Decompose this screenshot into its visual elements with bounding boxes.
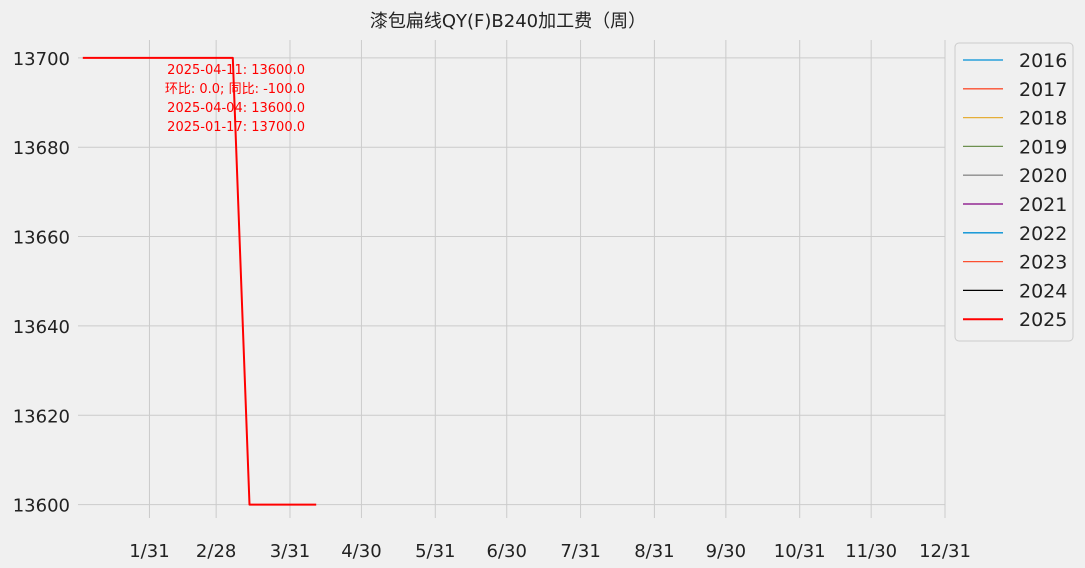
x-tick-label: 4/30	[341, 541, 381, 562]
legend-label-2025: 2025	[1019, 309, 1067, 331]
x-tick-label: 1/31	[129, 541, 169, 562]
x-tick-label: 12/31	[919, 541, 971, 562]
y-tick-label: 13680	[13, 138, 70, 159]
legend-label-2016: 2016	[1019, 50, 1067, 72]
annotation-line: 环比: 0.0; 同比: -100.0	[165, 82, 305, 97]
y-tick-label: 13660	[13, 228, 70, 249]
x-tick-label: 7/31	[560, 541, 600, 562]
x-tick-label: 8/31	[634, 541, 674, 562]
x-gridlines	[148, 40, 946, 518]
annotation-line: 2025-01-17: 13700.0	[167, 120, 305, 135]
y-tick-label: 13640	[13, 317, 70, 338]
legend-label-2018: 2018	[1019, 108, 1067, 130]
legend-label-2024: 2024	[1019, 280, 1067, 302]
series-lines	[82, 56, 317, 506]
legend: 2016 2017 2018 2019 2020 2021 2022 2023 2024 2025	[954, 42, 1074, 342]
annotation-line: 2025-04-11: 13600.0	[167, 63, 305, 78]
x-tick-label: 5/31	[415, 541, 455, 562]
chart-title: 漆包扁线QY(F)B240加工费（周）	[370, 11, 646, 32]
legend-label-2023: 2023	[1019, 252, 1067, 274]
y-tick-label: 13620	[13, 406, 70, 427]
x-tick-label: 6/30	[487, 541, 527, 562]
legend-label-2021: 2021	[1019, 194, 1067, 216]
legend-label-2020: 2020	[1019, 165, 1067, 187]
x-tick-label: 10/31	[774, 541, 826, 562]
x-axis-tick-labels: 1/31 2/28 3/31 4/30 5/31 6/30 7/31 8/31 9/30 10/3…	[129, 541, 971, 562]
x-tick-label: 2/28	[196, 541, 236, 562]
latest-value-annotations: 2025-04-11: 13600.0 环比: 0.0; 同比: -100.0 20…	[165, 63, 305, 135]
y-axis-tick-labels: 13600 13620 13640 13660 13680 13700	[13, 49, 70, 517]
y-tick-label: 13700	[13, 49, 70, 70]
x-tick-label: 3/31	[270, 541, 310, 562]
legend-label-2017: 2017	[1019, 79, 1067, 101]
x-tick-label: 9/30	[706, 541, 746, 562]
x-tick-label: 11/30	[845, 541, 897, 562]
legend-label-2019: 2019	[1019, 136, 1067, 158]
y-gridlines	[78, 57, 945, 506]
series-line-2025	[82, 56, 317, 506]
annotation-line: 2025-04-04: 13600.0	[167, 101, 305, 116]
legend-label-2022: 2022	[1019, 223, 1067, 245]
y-tick-label: 13600	[13, 496, 70, 517]
